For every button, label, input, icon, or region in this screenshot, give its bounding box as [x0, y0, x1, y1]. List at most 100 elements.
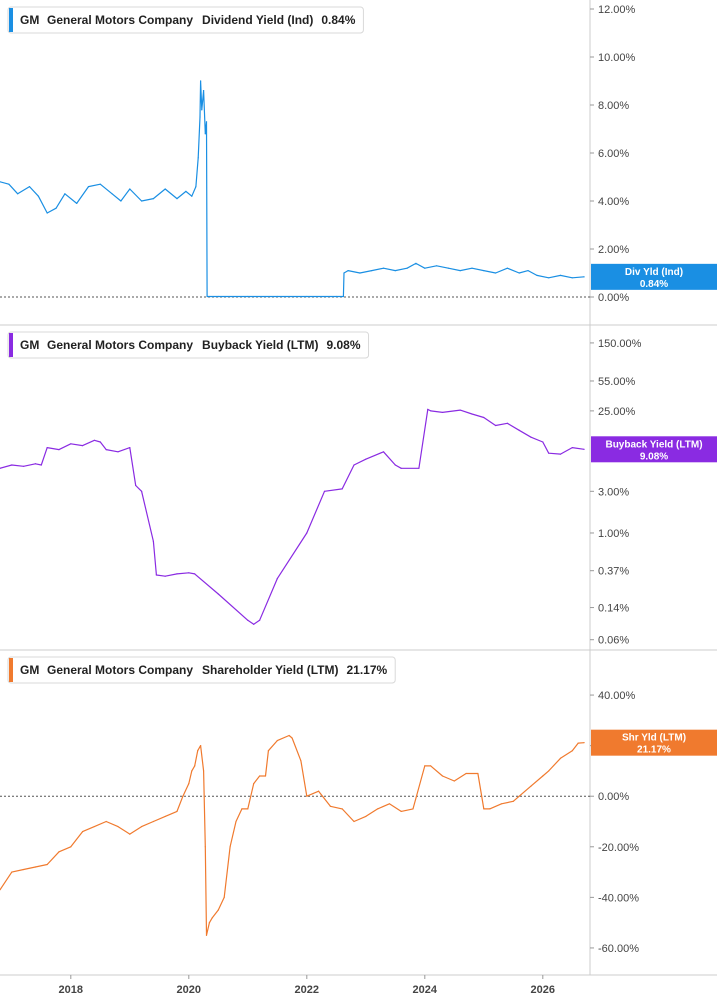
data-point: [583, 276, 585, 278]
data-point: [400, 467, 402, 469]
legend-ticker: GM: [20, 13, 39, 27]
data-point: [99, 441, 101, 443]
badge-label: Div Yld (Ind): [625, 267, 683, 278]
data-point: [0, 181, 1, 183]
data-point: [34, 866, 37, 868]
data-point: [217, 909, 219, 911]
data-point: [583, 448, 585, 450]
data-point: [329, 805, 331, 807]
data-point: [204, 846, 206, 848]
data-point: [571, 446, 573, 449]
latest-value-badge: [591, 436, 717, 463]
data-point: [571, 277, 573, 279]
data-point: [430, 765, 432, 767]
data-point: [253, 623, 255, 625]
data-point: [200, 745, 202, 747]
y-tick-label: -40.00%: [598, 892, 639, 904]
data-point: [424, 765, 426, 767]
data-point: [111, 193, 113, 195]
data-point: [129, 188, 131, 190]
data-point: [164, 815, 166, 818]
legend: GM General Motors Company Dividend Yield (…: [7, 6, 364, 34]
data-point: [559, 757, 562, 759]
data-point: [37, 195, 39, 197]
data-point: [371, 270, 373, 272]
panel-1: 0.00%2.00%4.00%6.00%8.00%10.00%12.00%GM G…: [0, 4, 717, 304]
data-point: [483, 416, 485, 419]
data-point: [253, 782, 255, 785]
data-point: [559, 274, 562, 276]
y-tick-label: 55.00%: [598, 376, 636, 388]
y-tick-label: 3.00%: [598, 486, 629, 498]
data-point: [188, 572, 190, 574]
data-point: [306, 532, 308, 534]
data-point: [141, 490, 143, 492]
data-point: [201, 109, 203, 111]
y-tick-label: 8.00%: [598, 100, 629, 112]
data-point: [359, 272, 361, 274]
data-point: [34, 463, 37, 465]
data-point: [11, 871, 13, 873]
legend-box: [7, 331, 370, 359]
data-point: [23, 868, 25, 871]
data-point: [135, 484, 137, 487]
data-point: [406, 267, 408, 269]
y-tick-label: 150.00%: [598, 338, 642, 350]
data-point: [394, 464, 396, 466]
data-point: [195, 186, 197, 188]
legend-ticker: GM: [20, 663, 39, 677]
data-point: [23, 465, 25, 467]
data-point: [17, 193, 19, 195]
data-point: [459, 270, 461, 272]
badge-label: Buyback Yield (LTM): [605, 439, 702, 450]
data-point: [76, 202, 78, 204]
data-point: [46, 863, 48, 866]
data-point: [223, 896, 225, 898]
y-tick-label: 4.00%: [598, 196, 629, 208]
y-tick-label: 25.00%: [598, 406, 636, 418]
data-point: [276, 578, 278, 580]
panel-2: 0.06% 0.14% 0.37% 1.00% 3.00% 25.00% 55.00% 150…: [0, 331, 717, 647]
data-point: [306, 795, 308, 797]
data-point: [530, 436, 532, 438]
y-tick-label: 12.00%: [598, 4, 636, 16]
data-point: [205, 934, 208, 936]
data-point: [194, 765, 196, 767]
legend-company: General Motors Company: [47, 338, 193, 352]
data-point: [527, 270, 529, 272]
data-point: [204, 133, 206, 135]
data-point: [64, 193, 66, 195]
data-point: [447, 267, 449, 269]
data-point: [205, 121, 208, 123]
data-point: [87, 186, 90, 188]
legend-metric: Dividend Yield (Ind): [202, 13, 313, 27]
y-tick-label: 0.00%: [598, 292, 629, 304]
data-point: [530, 785, 532, 787]
data-point: [152, 198, 154, 200]
data-point: [206, 295, 208, 298]
data-point: [542, 441, 544, 443]
legend: GM General Motors Company Shareholder Yiel…: [7, 656, 396, 684]
data-point: [247, 295, 249, 298]
data-point: [152, 540, 154, 543]
data-point: [188, 782, 190, 785]
series-line: [0, 734, 585, 936]
data-point: [82, 445, 84, 447]
data-point: [400, 810, 402, 812]
data-point: [217, 295, 219, 298]
legend-color-swatch: [9, 8, 13, 32]
data-point: [365, 815, 367, 818]
latest-value-badge: [591, 729, 717, 756]
legend-box: [7, 6, 364, 34]
legend-metric: Buyback Yield (LTM): [202, 338, 318, 352]
data-point: [141, 825, 143, 828]
data-point: [99, 183, 101, 185]
data-point: [155, 574, 157, 576]
data-point: [259, 619, 261, 621]
y-tick-label: 0.37%: [598, 566, 629, 578]
data-point: [46, 212, 48, 214]
data-point: [247, 619, 249, 621]
data-point: [40, 464, 42, 466]
data-point: [117, 451, 119, 453]
data-point: [0, 889, 1, 891]
